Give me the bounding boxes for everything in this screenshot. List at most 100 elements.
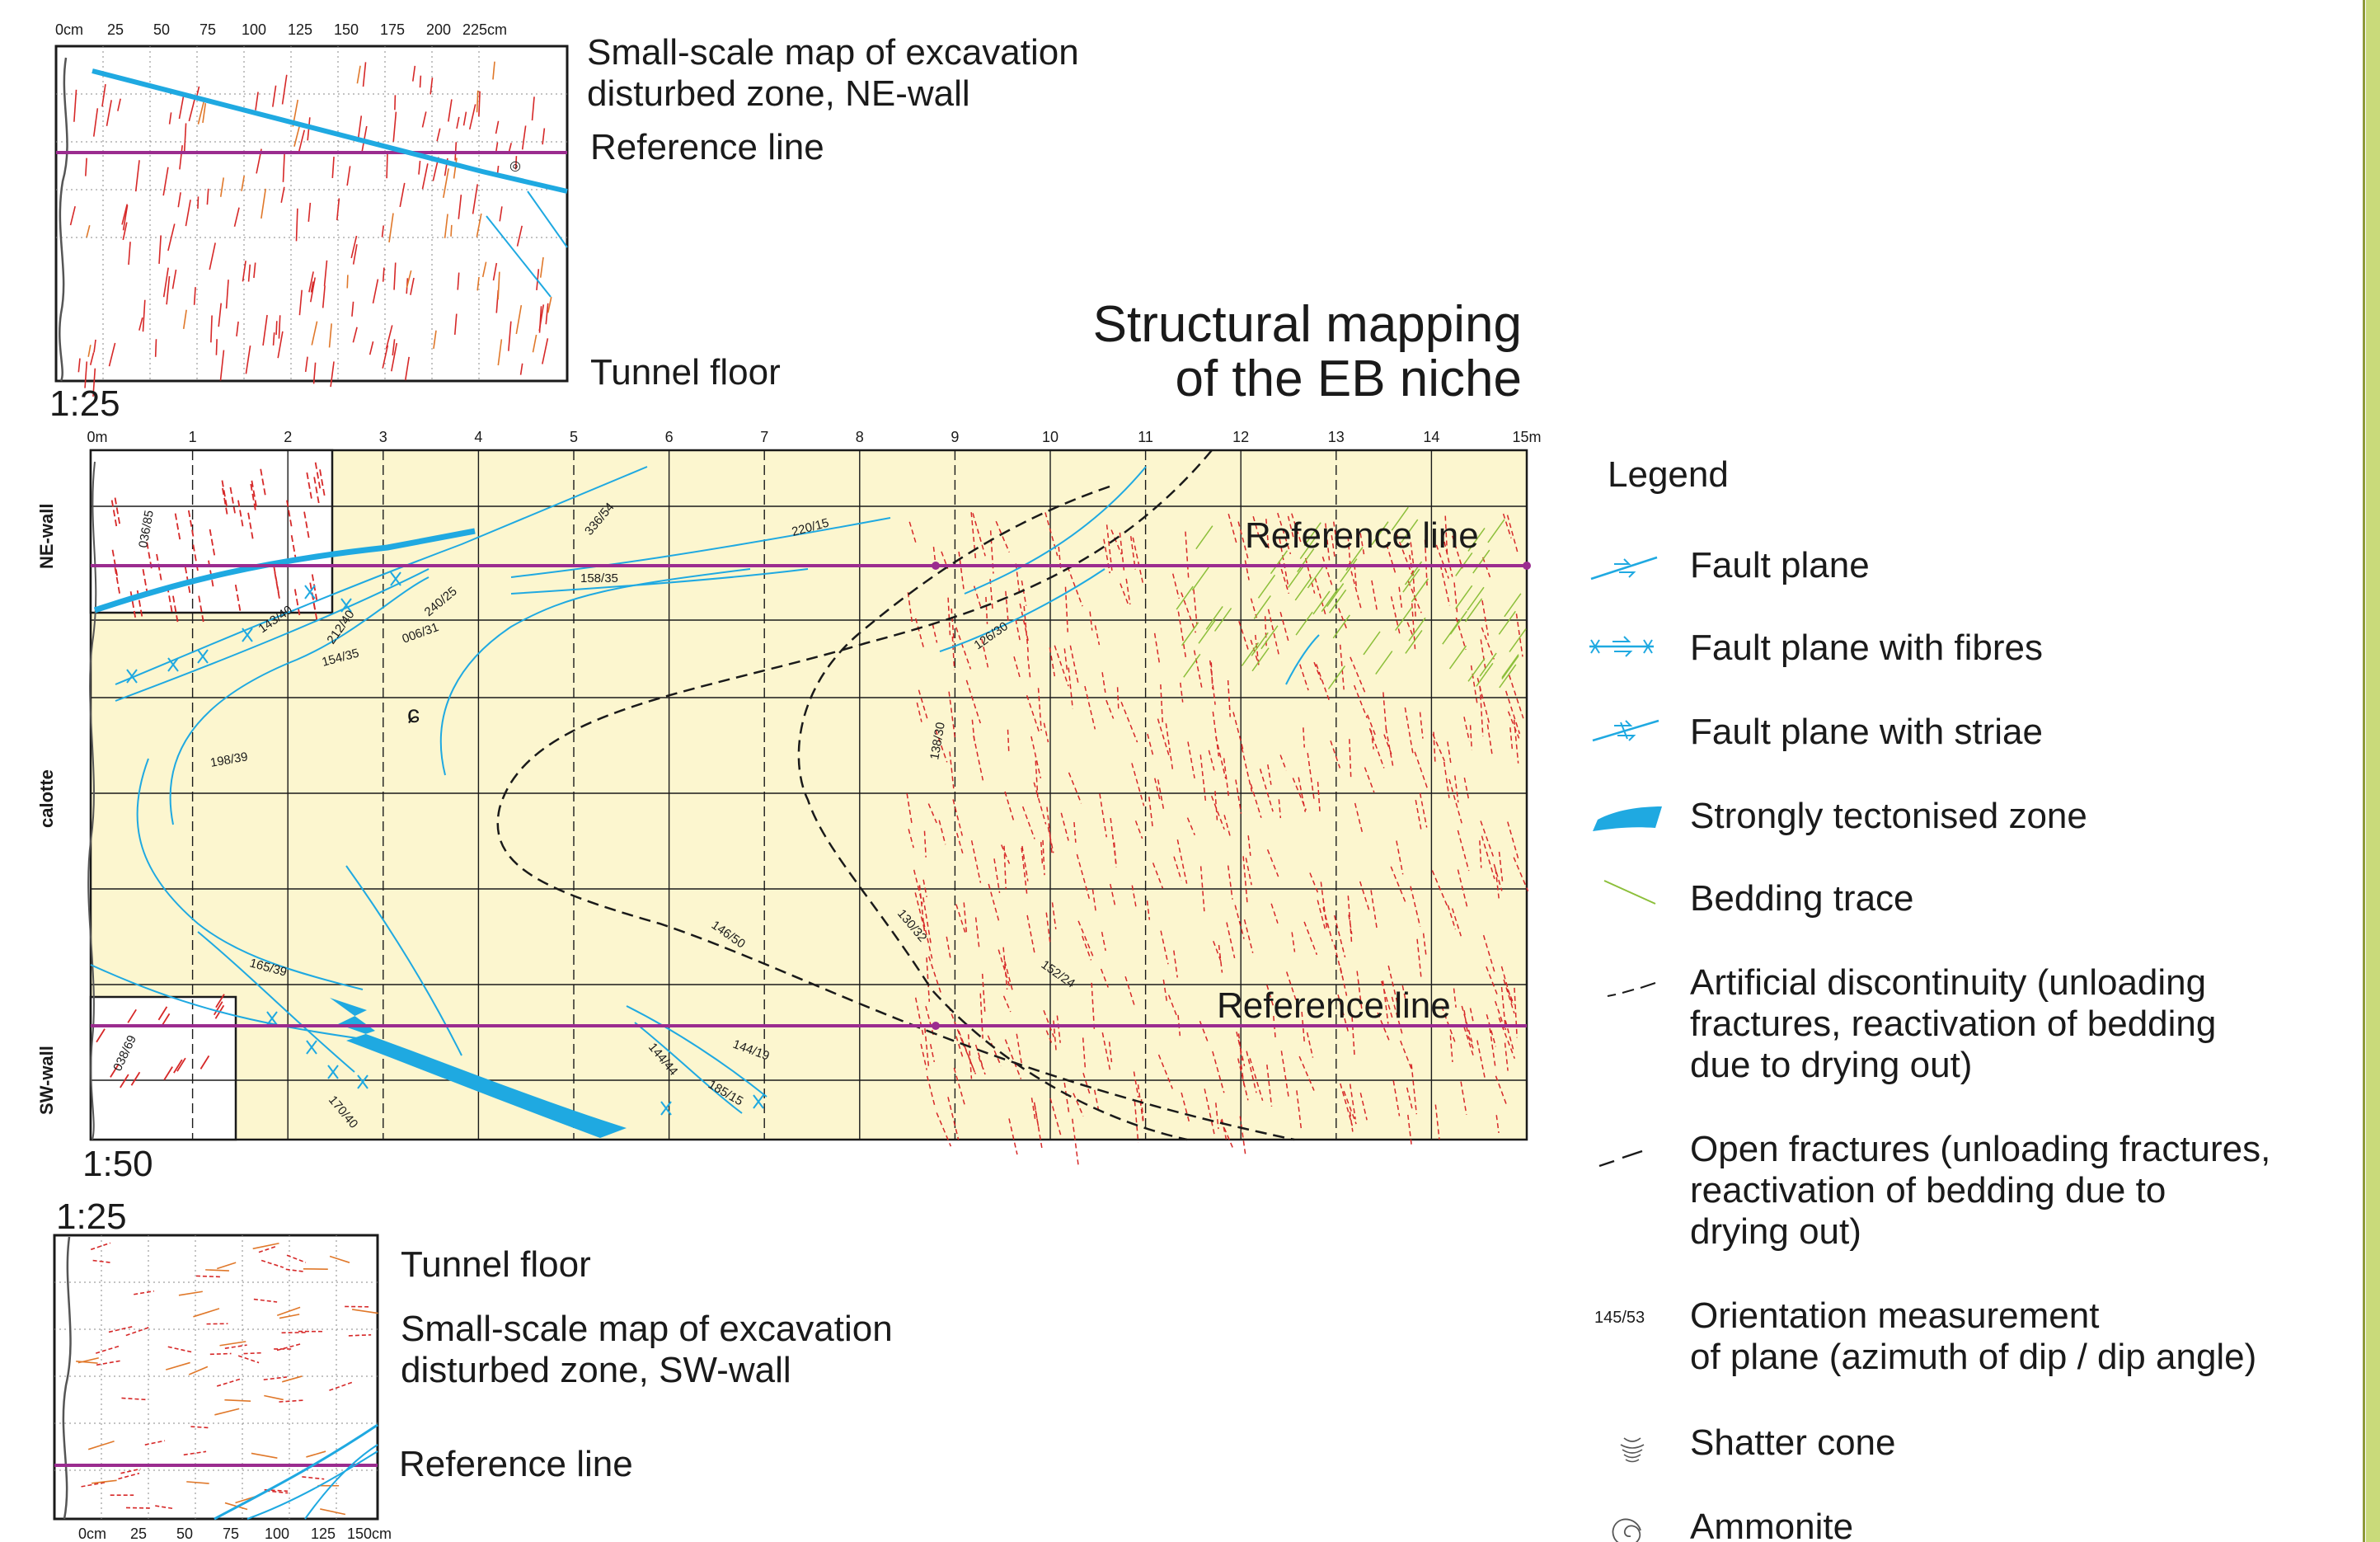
fracture-trace — [1026, 694, 1040, 732]
fracture-trace — [1463, 1010, 1469, 1035]
fracture-trace — [167, 223, 176, 252]
fracture-trace — [1333, 944, 1344, 978]
fracture-trace — [1215, 736, 1227, 779]
fracture-trace — [1043, 1009, 1055, 1037]
bedding-trace — [1191, 566, 1209, 591]
fracture-trace — [158, 235, 162, 264]
fracture-trace — [110, 1063, 120, 1078]
fracture-trace — [1277, 512, 1292, 555]
fracture-trace — [1460, 1081, 1467, 1115]
fracture-trace — [411, 65, 416, 82]
fracture-trace — [93, 339, 96, 353]
fracture-trace — [1266, 1065, 1273, 1107]
bedding-trace — [1411, 578, 1429, 603]
fracture-trace — [86, 224, 91, 237]
fracture-trace — [307, 202, 312, 222]
fracture-trace — [1218, 944, 1223, 973]
fracture-trace — [1270, 903, 1279, 924]
bedding-trace — [1402, 568, 1420, 593]
fracture-trace — [251, 480, 258, 509]
fracture-trace — [1120, 701, 1138, 743]
fracture-trace — [963, 902, 968, 933]
fracture-trace — [329, 1255, 350, 1263]
fracture-trace — [1016, 1033, 1023, 1066]
bedding-trace — [1183, 653, 1201, 678]
fracture-trace — [1250, 598, 1258, 618]
shatter-cone-icon — [1620, 1437, 1645, 1463]
fracture-trace — [1101, 1032, 1111, 1071]
fracture-trace — [251, 1452, 278, 1459]
fracture-trace — [215, 994, 225, 1008]
fracture-trace — [277, 331, 284, 359]
fracture-trace — [308, 271, 314, 293]
ne-inset-map: 0cm 25 50 75 100 125 150 175 200 225cm ◎ Small-sc… — [49, 21, 1079, 424]
ne-inset-tick-labels: 0cm 25 50 75 100 125 150 175 200 225cm — [55, 21, 507, 38]
bedding-trace — [1181, 622, 1199, 646]
fracture-trace — [1287, 515, 1295, 541]
fracture-trace — [1476, 1040, 1486, 1079]
fracture-trace — [1247, 835, 1251, 856]
main-map-faults — [90, 466, 1320, 1138]
sw-inset-fault — [214, 1423, 378, 1521]
fracture-trace — [320, 1508, 346, 1516]
fracture-trace — [1213, 940, 1223, 964]
fracture-trace — [224, 1399, 251, 1402]
fracture-trace — [76, 1360, 98, 1364]
fracture-trace — [323, 260, 328, 286]
ne-inset-fault — [486, 215, 552, 298]
fracture-trace — [1278, 799, 1282, 819]
fracture-trace — [1134, 1101, 1139, 1143]
fracture-trace — [1482, 934, 1495, 974]
fracture-trace — [302, 1476, 325, 1480]
fracture-trace — [1180, 682, 1184, 703]
fracture-trace — [1147, 733, 1154, 755]
main-map-fault — [169, 576, 430, 825]
fracture-trace — [1359, 881, 1370, 911]
fracture-trace — [399, 182, 406, 208]
fracture-trace — [1322, 907, 1334, 942]
fracture-trace — [281, 74, 288, 105]
fracture-trace — [1255, 634, 1260, 665]
fracture-trace — [198, 595, 205, 624]
sw-inset-scale: 1:25 — [56, 1196, 127, 1237]
fracture-trace — [1503, 979, 1515, 1014]
legend-item-label: Shatter cone — [1690, 1422, 1896, 1463]
fracture-trace — [117, 98, 121, 111]
fracture-trace — [1265, 519, 1270, 552]
fracture-trace — [1049, 1098, 1062, 1135]
fracture-trace — [275, 321, 278, 336]
main-map-fault — [439, 568, 751, 776]
main-map-tick-label: 2 — [284, 429, 292, 445]
fracture-trace — [295, 208, 298, 242]
fracture-trace — [352, 244, 358, 265]
fracture-trace — [1313, 661, 1322, 680]
fracture-trace — [1316, 664, 1331, 703]
fracture-trace — [1015, 563, 1021, 594]
fracture-trace — [1063, 1082, 1070, 1113]
fracture-trace — [481, 261, 487, 278]
fracture-trace — [914, 997, 925, 1038]
fracture-trace — [951, 608, 955, 643]
bedding-trace — [1455, 585, 1473, 609]
fracture-trace — [108, 342, 116, 367]
fracture-trace — [1419, 792, 1428, 828]
fracture-trace — [1505, 1020, 1514, 1051]
fracture-trace — [1332, 521, 1338, 544]
fracture-trace — [1434, 1104, 1440, 1140]
bedding-trace — [1467, 657, 1486, 682]
fracture-trace — [1400, 1040, 1413, 1071]
legend-item-label: Strongly tectonised zone — [1690, 796, 2087, 836]
fracture-trace — [1214, 791, 1218, 820]
fracture-trace — [394, 95, 397, 110]
fracture-trace — [1259, 769, 1274, 812]
main-structural-map: 0m 1 2 3 4 5 6 7 8 9 10 11 12 13 14 15m — [36, 429, 1542, 1184]
fracture-trace — [281, 1375, 303, 1383]
fracture-trace — [237, 1355, 260, 1364]
fracture-trace — [971, 719, 975, 743]
fracture-trace — [163, 1066, 173, 1081]
fracture-trace — [91, 1242, 111, 1251]
fracture-trace — [217, 1262, 237, 1270]
fracture-trace — [1415, 800, 1422, 832]
ne-inset-caption-line1: Small-scale map of excavation — [587, 32, 1079, 73]
fracture-trace — [293, 123, 301, 147]
